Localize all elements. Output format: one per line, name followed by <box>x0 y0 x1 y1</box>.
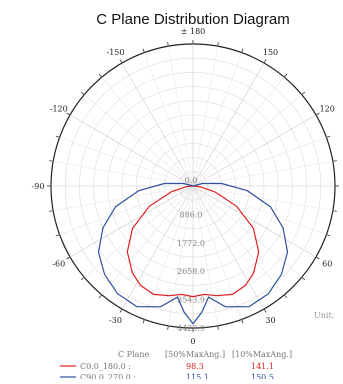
angle-tick <box>49 211 53 212</box>
angle-tick-label: 0 <box>190 337 195 346</box>
angle-tick <box>143 319 144 323</box>
angle-tick <box>333 211 337 212</box>
angle-tick-label: 30 <box>265 316 275 325</box>
angle-tick <box>168 42 169 46</box>
angle-tick <box>67 257 70 259</box>
angle-tick <box>302 92 305 95</box>
chart-title: C Plane Distribution Diagram <box>96 11 289 28</box>
angle-tick <box>99 74 102 77</box>
angle-tick <box>302 277 305 280</box>
legend: C Plane [50%MaxAng.] [10%MaxAng.] C0.0_180.… <box>60 350 292 379</box>
legend-half-angle: 115.1 <box>186 373 209 379</box>
angle-tick <box>99 295 102 298</box>
angle-tick-label: -120 <box>50 105 68 114</box>
legend-plane-label: C0.0_180.0 : <box>80 362 131 371</box>
legend-plane-label: C90.0_270.0 : <box>80 373 136 379</box>
legend-tenth-angle: 150.5 <box>251 373 274 379</box>
legend-tenth-angle: 141.1 <box>251 362 274 371</box>
radial-tick-label: 1772.0 <box>177 239 205 248</box>
radial-tick-label: 3543.9 <box>177 296 205 305</box>
radial-tick-label: 886.0 <box>180 210 203 219</box>
angle-tick <box>333 161 337 162</box>
angle-tick-label: -30 <box>109 316 122 325</box>
unit-label: Unit: <box>314 311 334 320</box>
angle-tick <box>56 235 60 236</box>
angle-tick-label: -150 <box>107 48 125 57</box>
angle-tick-label: 60 <box>322 260 332 269</box>
legend-half-angle: 98.3 <box>186 362 204 371</box>
angle-tick <box>81 277 84 280</box>
angle-tick <box>120 60 122 63</box>
angle-tick <box>242 319 243 323</box>
radial-tick-label: 4429.9 <box>177 324 205 333</box>
angle-tick <box>264 309 266 312</box>
angle-tick-label: ± 180 <box>181 27 206 36</box>
angle-tick-label: -90 <box>32 182 45 191</box>
angle-tick-label: 150 <box>263 48 278 57</box>
angle-tick <box>316 257 319 259</box>
angle-tick <box>49 161 53 162</box>
angle-tick <box>284 295 287 298</box>
angle-tick <box>168 326 169 330</box>
angle-tick <box>120 309 122 312</box>
angle-tick-label: -60 <box>52 260 65 269</box>
angle-tick <box>326 235 330 236</box>
angle-tick <box>264 60 266 63</box>
angle-tick <box>56 136 60 137</box>
legend-header: C Plane <box>118 350 150 359</box>
angle-tick <box>143 49 144 53</box>
legend-header: [50%MaxAng.] <box>165 350 225 359</box>
angle-tick <box>326 136 330 137</box>
angle-tick <box>242 49 243 53</box>
legend-header: [10%MaxAng.] <box>232 350 292 359</box>
angle-tick <box>284 74 287 77</box>
angle-tick <box>81 92 84 95</box>
radial-tick-label: 2658.0 <box>177 267 205 276</box>
angle-tick-label: 120 <box>320 105 335 114</box>
angle-tick <box>218 326 219 330</box>
angle-tick <box>218 42 219 46</box>
